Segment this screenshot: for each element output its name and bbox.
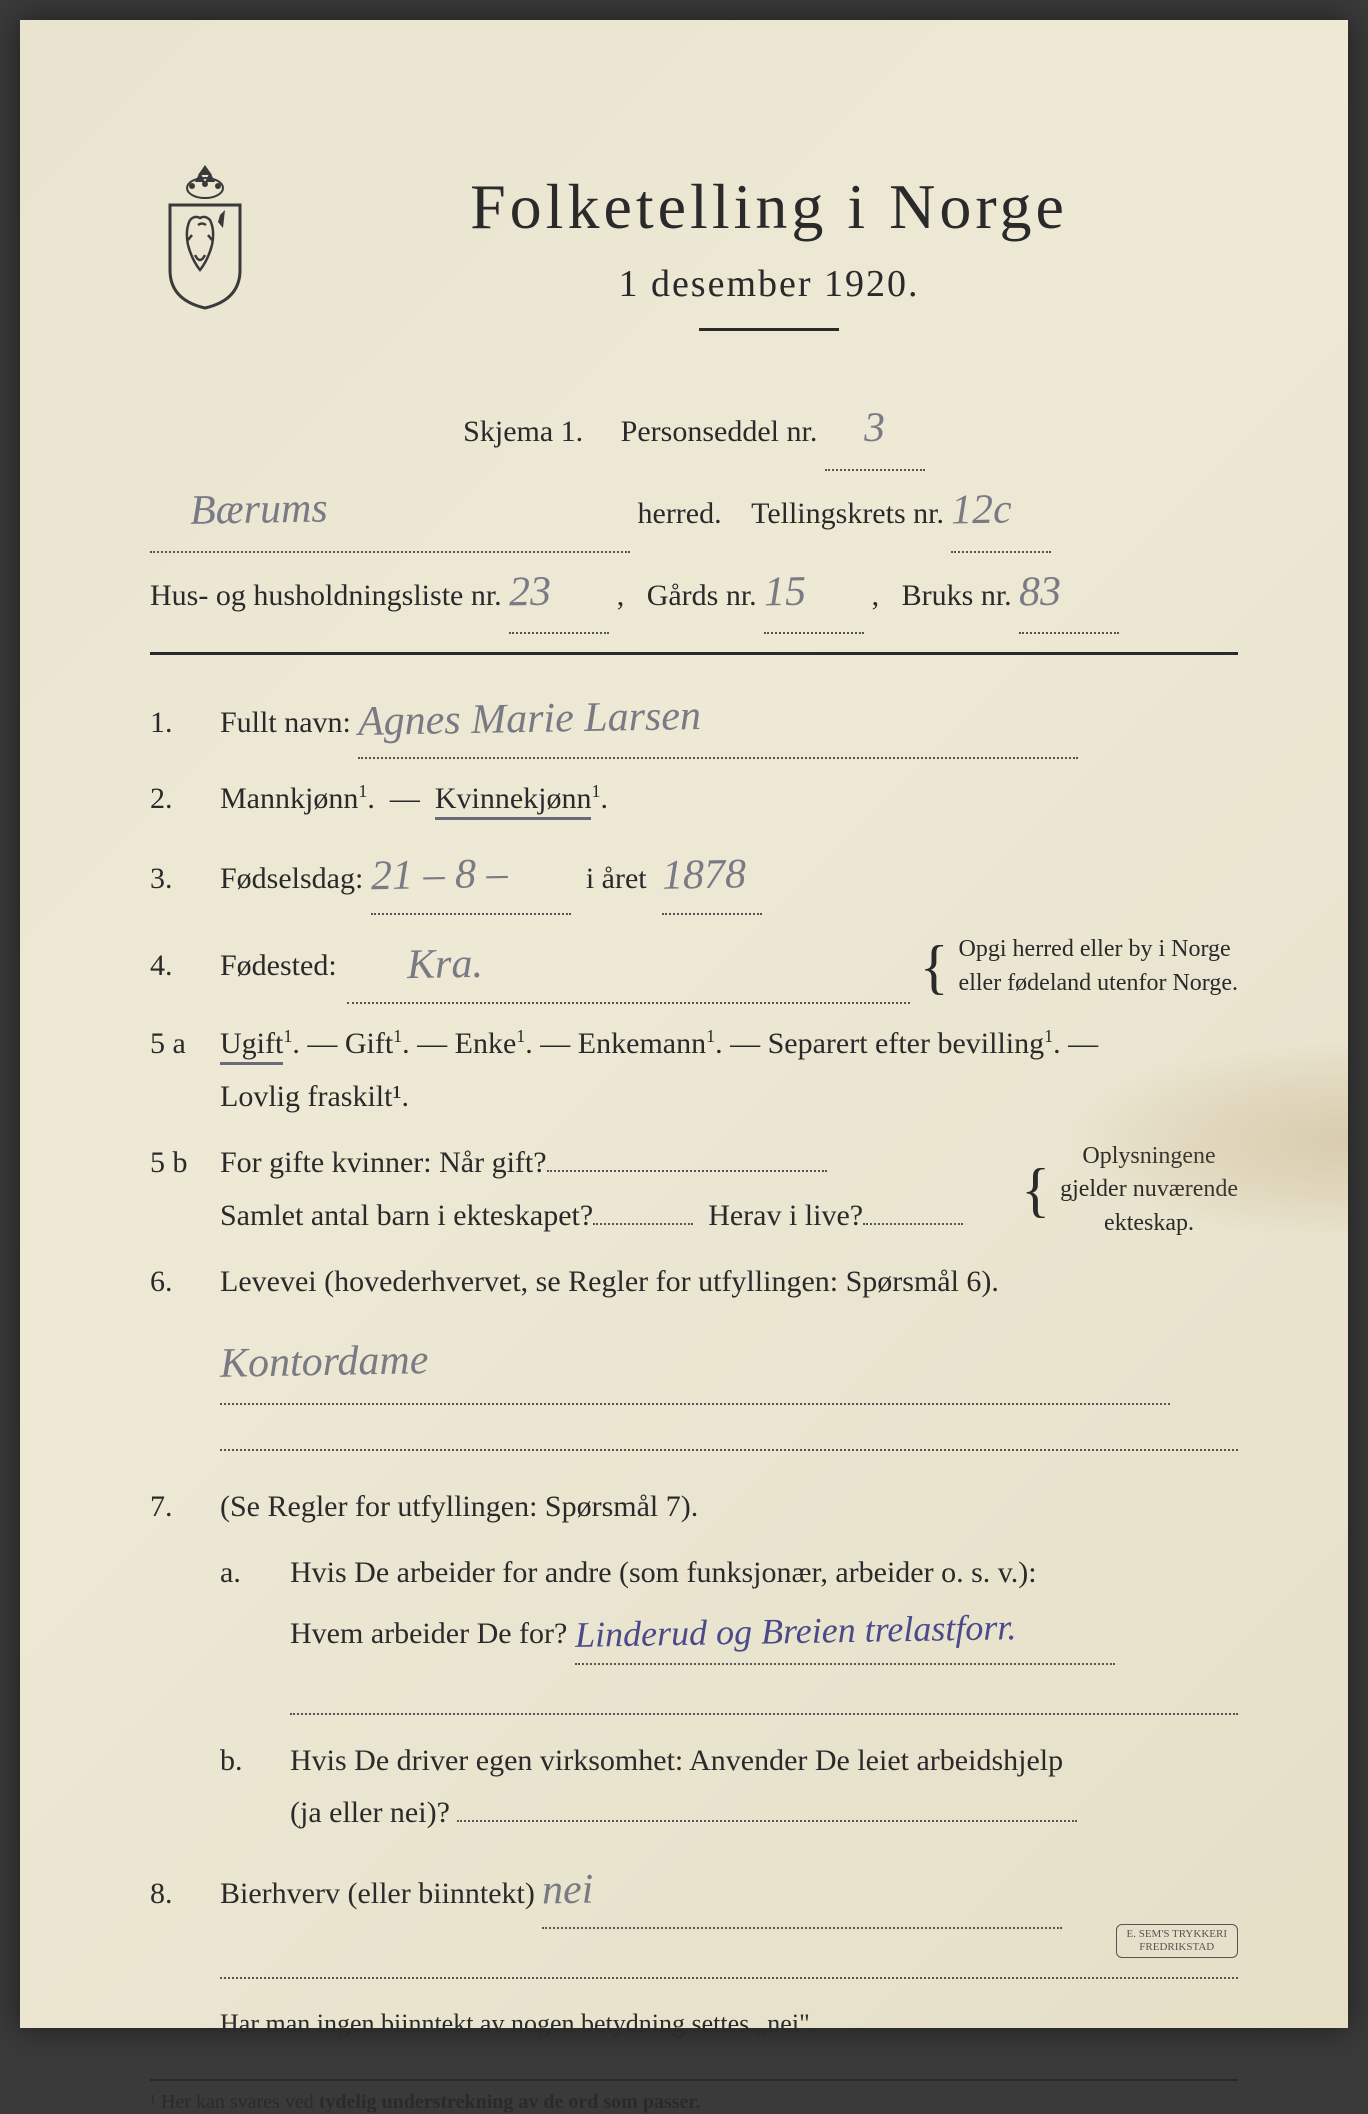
q8-value: nei: [542, 1853, 595, 1927]
q7: 7. (Se Regler for utfyllingen: Spørsmål …: [150, 1481, 1238, 1534]
q7b-label2: (ja eller nei)?: [290, 1796, 450, 1829]
tellingskrets-label: Tellingskrets nr.: [751, 497, 944, 530]
q7a-label1: Hvis De arbeider for andre (som funksjon…: [290, 1556, 1037, 1589]
bruks-label: Bruks nr.: [902, 579, 1012, 612]
q3: 3. Fødselsdag: 21 – 8 – i året 1878: [150, 839, 1238, 915]
q6-num: 6.: [150, 1265, 220, 1299]
blank-line: [290, 1679, 1238, 1715]
q6-value: Kontordame: [219, 1321, 429, 1404]
q1-label: Fullt navn:: [220, 706, 351, 739]
tellingskrets-nr: 12c: [951, 470, 1013, 551]
coat-of-arms-icon: [150, 160, 260, 310]
q3-label: Fødselsdag:: [220, 862, 363, 895]
q5b-label: For gifte kvinner: Når gift?: [220, 1146, 547, 1179]
q5a-ugift: Ugift: [220, 1027, 283, 1065]
q5b-label2a: Samlet antal barn i ekteskapet?: [220, 1199, 593, 1232]
gards-nr: 15: [763, 552, 806, 633]
q7b-num: b.: [220, 1744, 290, 1778]
footnote: ¹ Her kan svares ved tydelig understrekn…: [150, 2079, 1238, 2114]
q3-year-label: i året: [586, 862, 647, 895]
herred-value: Bærums: [149, 469, 328, 552]
title-block: Folketelling i Norge 1 desember 1920.: [300, 160, 1238, 359]
q7b: b. Hvis De driver egen virksomhet: Anven…: [150, 1735, 1238, 1840]
q7a: a. Hvis De arbeider for andre (som funks…: [150, 1547, 1238, 1665]
blank-line: [220, 1415, 1238, 1451]
q2-male: Mannkjønn: [220, 782, 358, 815]
q6-answer-line: Kontordame: [150, 1323, 1238, 1405]
q7b-label1: Hvis De driver egen virksomhet: Anvender…: [290, 1744, 1063, 1777]
personseddel-nr: 3: [864, 389, 886, 469]
subtitle: 1 desember 1920.: [300, 262, 1238, 306]
q7-label: (Se Regler for utfyllingen: Spørsmål 7).: [220, 1481, 1238, 1534]
q5a: 5 a Ugift1. — Gift1. — Enke1. — Enkemann…: [150, 1018, 1238, 1123]
gards-label: Gårds nr.: [647, 579, 757, 612]
q4-value: Kra.: [346, 928, 483, 1004]
skjema-label: Skjema 1.: [463, 415, 583, 448]
husliste-nr: 23: [508, 552, 551, 633]
husliste-label: Hus- og husholdningsliste nr.: [150, 579, 502, 612]
q7a-num: a.: [220, 1556, 290, 1590]
q5b-label2b: Herav i live?: [708, 1199, 863, 1232]
q2-female: Kvinnekjønn: [435, 782, 592, 820]
q4-num: 4.: [150, 949, 220, 983]
q2-num: 2.: [150, 782, 220, 816]
printer-mark: E. SEM'S TRYKKERI FREDRIKSTAD: [1116, 1924, 1239, 1958]
q5a-line2: Lovlig fraskilt¹.: [220, 1080, 409, 1113]
q7-num: 7.: [150, 1490, 220, 1524]
q1: 1. Fullt navn: Agnes Marie Larsen: [150, 683, 1238, 759]
brace-icon: {: [920, 943, 949, 991]
herred-label: herred.: [638, 497, 722, 530]
skjema-line: Skjema 1. Personseddel nr. 3: [150, 389, 1238, 471]
bruks-nr: 83: [1018, 552, 1061, 633]
q8-num: 8.: [150, 1877, 220, 1911]
q8-label: Bierhverv (eller biinntekt): [220, 1877, 535, 1910]
herred-line: Bærums herred. Tellingskrets nr. 12c: [150, 471, 1238, 553]
census-form-page: Folketelling i Norge 1 desember 1920. Sk…: [20, 20, 1348, 2028]
q8: 8. Bierhverv (eller biinntekt) nei: [150, 1854, 1238, 1930]
q6: 6. Levevei (hovederhvervet, se Regler fo…: [150, 1256, 1238, 1309]
q7a-label2: Hvem arbeider De for?: [290, 1617, 567, 1650]
personseddel-label: Personseddel nr.: [621, 415, 818, 448]
q5b-sidenote: Oplysningene gjelder nuværende ekteskap.: [1060, 1140, 1238, 1241]
footer-note1: Har man ingen biinntekt av nogen betydni…: [150, 1999, 1238, 2048]
q5a-num: 5 a: [150, 1027, 220, 1061]
husliste-line: Hus- og husholdningsliste nr. 23 , Gårds…: [150, 553, 1238, 635]
main-title: Folketelling i Norge: [300, 170, 1238, 244]
q4: 4. Fødested: Kra. { Opgi herred eller by…: [150, 929, 1238, 1005]
section-divider: [150, 652, 1238, 655]
q5b-num: 5 b: [150, 1146, 220, 1180]
blank-line: [220, 1943, 1238, 1979]
brace-icon: {: [1021, 1166, 1050, 1214]
q1-value: Agnes Marie Larsen: [358, 680, 702, 759]
q4-sidenote: Opgi herred eller by i Norge eller fødel…: [959, 933, 1238, 1000]
q6-label: Levevei (hovederhvervet, se Regler for u…: [220, 1256, 1238, 1309]
q3-year: 1878: [661, 839, 746, 914]
q7a-value: Linderud og Breien trelastforr.: [574, 1596, 1016, 1667]
q4-label: Fødested:: [220, 940, 337, 993]
title-divider: [699, 328, 839, 331]
q3-num: 3.: [150, 862, 220, 896]
header: Folketelling i Norge 1 desember 1920.: [150, 160, 1238, 359]
q1-num: 1.: [150, 706, 220, 740]
q5b: 5 b For gifte kvinner: Når gift? Samlet …: [150, 1137, 1238, 1242]
q2: 2. Mannkjønn1. — Kvinnekjønn1.: [150, 773, 1238, 826]
q3-daymonth: 21 – 8 –: [370, 838, 508, 914]
